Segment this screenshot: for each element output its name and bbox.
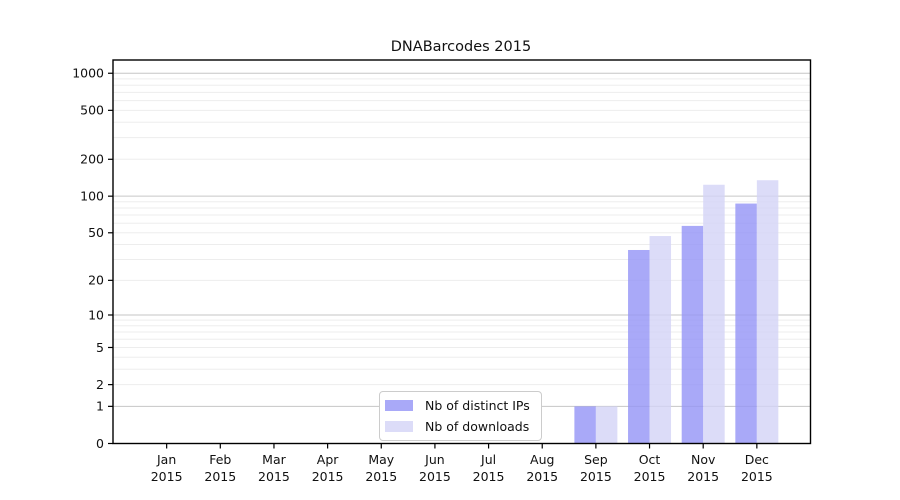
y-tick-label: 2: [96, 377, 104, 392]
x-tick-label-month: May: [368, 452, 394, 467]
bar-dec-ips: [735, 203, 757, 444]
x-tick-label-year: 2015: [258, 469, 290, 484]
x-tick-label-month: Sep: [584, 452, 608, 467]
bar-sep-downloads: [595, 406, 618, 444]
legend-label-distinct-ips: Nb of distinct IPs: [425, 398, 530, 413]
x-tick-label-month: Jun: [424, 452, 445, 467]
x-tick-label-month: Oct: [639, 452, 661, 467]
y-tick-label: 1: [96, 399, 104, 414]
y-tick-label: 1000: [72, 66, 104, 81]
x-tick-label-month: Nov: [691, 452, 716, 467]
bar-sep-ips: [574, 406, 596, 444]
y-tick-label: 50: [88, 225, 104, 240]
bar-nov-downloads: [703, 184, 725, 444]
y-tick-label: 500: [80, 103, 104, 118]
x-tick-label-year: 2015: [580, 469, 612, 484]
x-tick-label-month: Feb: [209, 452, 231, 467]
x-tick-label-month: Mar: [262, 452, 286, 467]
legend-swatch-downloads: [385, 420, 413, 432]
bar-dec-downloads: [756, 180, 779, 444]
x-tick-label-month: Aug: [530, 452, 554, 467]
x-tick-label-month: Jan: [156, 452, 176, 467]
y-tick-label: 100: [80, 188, 104, 203]
x-tick-label-year: 2015: [526, 469, 558, 484]
chart-title: DNABarcodes 2015: [391, 39, 531, 55]
x-tick-label-year: 2015: [312, 469, 344, 484]
x-tick-label-year: 2015: [473, 469, 505, 484]
x-tick-label-year: 2015: [151, 469, 183, 484]
bars: [574, 180, 779, 444]
y-tick-label: 20: [88, 273, 104, 288]
bar-oct-ips: [628, 249, 650, 444]
axes: 0 1 2 5 10 20 50 100 200 500 1000 Jan 2015 Feb 2015 Mar…: [72, 59, 812, 484]
legend-row-distinct-ips: Nb of distinct IPs: [385, 398, 530, 414]
x-tick-label-month: Apr: [317, 452, 339, 467]
y-tick-label: 0: [96, 436, 104, 451]
y-tick-label: 200: [80, 152, 104, 167]
x-tick-label-month: Jul: [480, 452, 496, 467]
legend-row-downloads: Nb of downloads: [385, 419, 530, 435]
x-tick-label-year: 2015: [634, 469, 666, 484]
y-tick-label: 5: [96, 340, 104, 355]
legend-swatch-distinct-ips: [385, 400, 413, 412]
legend: Nb of distinct IPs Nb of downloads: [379, 391, 542, 442]
x-tick-label-year: 2015: [687, 469, 719, 484]
legend-label-downloads: Nb of downloads: [425, 418, 530, 434]
x-tick-label-year: 2015: [365, 469, 397, 484]
bar-oct-downloads: [649, 236, 672, 444]
x-tick-label-year: 2015: [741, 469, 773, 484]
x-tick-label-month: Dec: [745, 452, 769, 467]
x-tick-label-year: 2015: [204, 469, 236, 484]
y-tick-label: 10: [88, 307, 104, 322]
bar-nov-ips: [681, 225, 704, 444]
x-tick-label-year: 2015: [419, 469, 451, 484]
plot-border: [112, 59, 812, 445]
